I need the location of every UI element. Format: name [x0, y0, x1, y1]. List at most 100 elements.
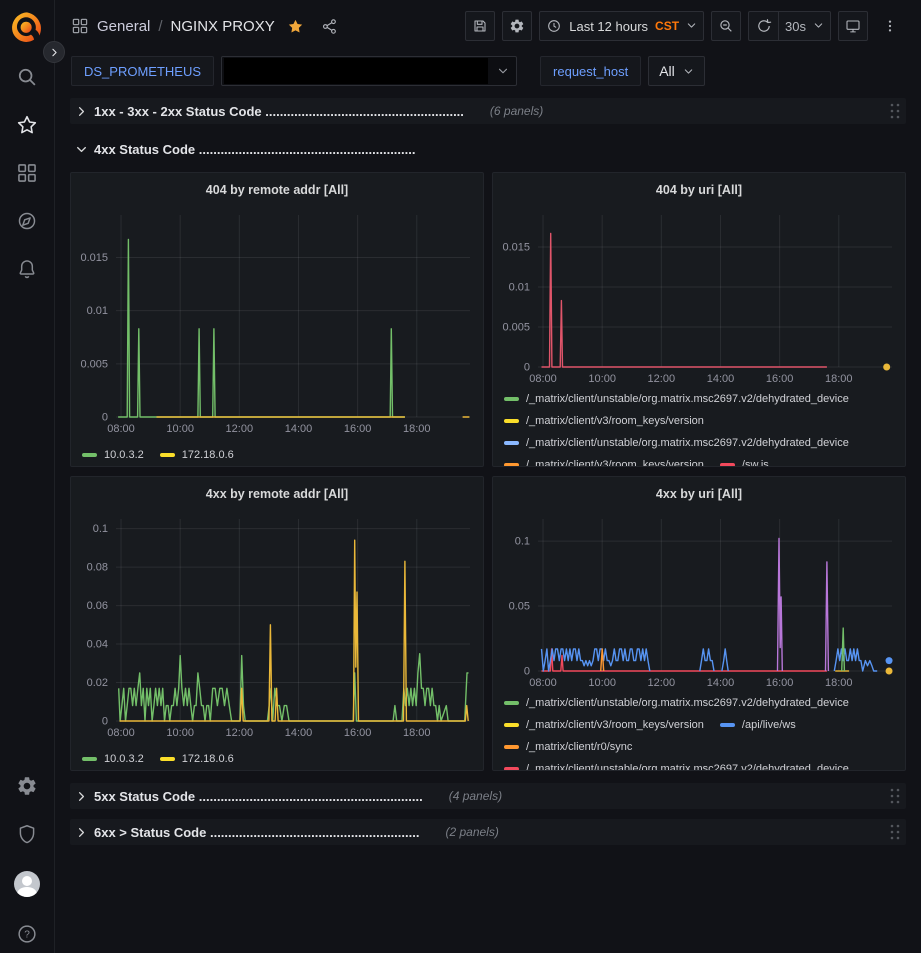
- time-range-label: Last 12 hours: [569, 18, 649, 34]
- redacted-value: [224, 58, 489, 84]
- more-options-button[interactable]: [875, 11, 905, 41]
- legend-item[interactable]: 10.0.3.2: [82, 751, 144, 767]
- request-host-value: All: [659, 63, 675, 79]
- sidebar-item-help[interactable]: ?: [16, 923, 38, 945]
- legend-item[interactable]: /sw.js: [719, 457, 769, 467]
- refresh-interval-dropdown[interactable]: 30s: [778, 11, 831, 41]
- variable-label-request-host[interactable]: request_host: [540, 56, 642, 86]
- breadcrumb-section[interactable]: General: [97, 17, 151, 35]
- sidebar-item-configuration[interactable]: [16, 775, 38, 797]
- sidebar-item-search[interactable]: [16, 66, 38, 88]
- panel-grid: 404 by remote addr [All] 08:00 10:00 12:00…: [70, 172, 906, 771]
- save-dashboard-button[interactable]: [465, 11, 496, 41]
- row-title: 6xx > Status Code ......................…: [94, 824, 420, 840]
- chevron-down-icon: [813, 19, 824, 34]
- share-icon[interactable]: [321, 17, 339, 35]
- user-avatar[interactable]: [14, 871, 40, 897]
- legend-item[interactable]: /_matrix/client/unstable/org.matrix.msc2…: [504, 391, 849, 407]
- legend-item[interactable]: /_matrix/client/r0/sync: [504, 739, 632, 755]
- time-range-picker[interactable]: Last 12 hours CST: [539, 11, 705, 41]
- legend-swatch: [504, 745, 519, 749]
- row-drag-handle[interactable]: [889, 787, 901, 805]
- breadcrumb-separator: /: [158, 17, 163, 35]
- legend-swatch: [82, 453, 97, 457]
- sidebar-item-alerting[interactable]: [16, 258, 38, 280]
- cycle-view-mode-button[interactable]: [838, 11, 868, 41]
- row-panel-count: (2 panels): [445, 825, 499, 839]
- panel-title[interactable]: 404 by uri [All]: [655, 183, 743, 197]
- svg-text:18:00: 18:00: [403, 423, 431, 435]
- ds-prometheus-value-select[interactable]: [221, 56, 518, 86]
- compass-icon: [18, 212, 36, 230]
- legend-item[interactable]: /api/live/ws: [719, 717, 796, 733]
- sidebar-item-dashboards[interactable]: [16, 162, 38, 184]
- search-icon: [18, 68, 36, 86]
- panel-title[interactable]: 4xx by uri [All]: [655, 487, 743, 501]
- chart-canvas[interactable]: 08:00 10:00 12:00 14:00 16:00 18:00 0 0.005 0.01…: [496, 207, 902, 387]
- legend-item[interactable]: /_matrix/client/unstable/org.matrix.msc2…: [504, 435, 849, 451]
- panel-legend: /_matrix/client/unstable/org.matrix.msc2…: [496, 695, 902, 770]
- dashboard-settings-button[interactable]: [502, 11, 533, 41]
- chevron-right-icon: [75, 789, 89, 803]
- legend-label: /_matrix/client/unstable/org.matrix.msc2…: [526, 437, 849, 449]
- expand-sidebar-button[interactable]: [43, 41, 65, 63]
- legend-item[interactable]: /_matrix/client/v3/room_keys/version: [504, 413, 704, 429]
- row-header-4xx[interactable]: 4xx Status Code ........................…: [70, 136, 906, 162]
- breadcrumb: General / NGINX PROXY: [71, 17, 339, 35]
- sidebar-item-starred[interactable]: [16, 114, 38, 136]
- legend-swatch: [504, 767, 519, 770]
- legend-swatch: [82, 757, 97, 761]
- svg-text:0.06: 0.06: [87, 600, 108, 612]
- legend-item[interactable]: /_matrix/client/unstable/org.matrix.msc2…: [504, 695, 849, 711]
- svg-text:0.005: 0.005: [502, 322, 530, 334]
- refresh-button[interactable]: [748, 11, 779, 41]
- svg-text:14:00: 14:00: [707, 373, 735, 385]
- svg-text:0.04: 0.04: [87, 639, 108, 651]
- zoom-out-button[interactable]: [711, 11, 742, 41]
- grafana-logo[interactable]: [10, 10, 44, 44]
- chevron-down-icon: [686, 19, 697, 34]
- legend-item[interactable]: 172.18.0.6: [159, 751, 234, 767]
- panel-legend: 10.0.3.2 172.18.0.6: [74, 447, 480, 463]
- favorite-star-icon[interactable]: [287, 17, 305, 35]
- legend-label: /_matrix/client/v3/room_keys/version: [526, 719, 704, 731]
- panel-title[interactable]: 404 by remote addr [All]: [205, 183, 349, 197]
- legend-swatch: [719, 723, 735, 727]
- chart-canvas[interactable]: 08:00 10:00 12:00 14:00 16:00 18:00 0 0.05 0.1: [496, 511, 902, 691]
- legend-label: 10.0.3.2: [104, 753, 144, 765]
- row-header-1xx-3xx-2xx[interactable]: 1xx - 3xx - 2xx Status Code ............…: [70, 98, 906, 124]
- legend-label: /sw.js: [741, 459, 769, 467]
- refresh-icon: [757, 19, 771, 32]
- legend-swatch: [504, 723, 519, 727]
- legend-item[interactable]: /_matrix/client/v3/room_keys/version: [504, 457, 704, 466]
- chart-canvas[interactable]: 08:00 10:00 12:00 14:00 16:00 18:00 0 0.005 0.01…: [74, 207, 480, 437]
- legend-item[interactable]: 10.0.3.2: [82, 447, 144, 463]
- chart-canvas[interactable]: 08:00 10:00 12:00 14:00 16:00 18:00 0 0.02 0.04 0…: [74, 511, 480, 741]
- variable-label-ds-prometheus[interactable]: DS_PROMETHEUS: [71, 56, 215, 86]
- legend-swatch: [159, 453, 175, 457]
- svg-text:0.01: 0.01: [509, 282, 530, 294]
- legend-label: 172.18.0.6: [181, 449, 234, 461]
- legend-item[interactable]: /_matrix/client/v3/room_keys/version: [504, 717, 704, 733]
- legend-swatch: [504, 419, 519, 423]
- legend-label: /_matrix/client/v3/room_keys/version: [526, 415, 704, 427]
- toolbar-actions: Last 12 hours CST 30s: [465, 11, 905, 41]
- row-header-5xx[interactable]: 5xx Status Code ........................…: [70, 783, 906, 809]
- row-header-6xx[interactable]: 6xx > Status Code ......................…: [70, 819, 906, 845]
- panel-title[interactable]: 4xx by remote addr [All]: [205, 487, 349, 501]
- sidebar-item-server-admin[interactable]: [16, 823, 38, 845]
- dashboard-title[interactable]: NGINX PROXY: [170, 17, 275, 35]
- svg-text:16:00: 16:00: [766, 677, 794, 689]
- svg-text:18:00: 18:00: [825, 677, 853, 689]
- row-drag-handle[interactable]: [889, 823, 901, 841]
- legend-item[interactable]: /_matrix/client/unstable/org.matrix.msc2…: [504, 761, 849, 770]
- row-drag-handle[interactable]: [889, 102, 901, 120]
- request-host-value-select[interactable]: All: [648, 56, 705, 86]
- legend-label: /api/live/ws: [741, 719, 796, 731]
- clock-icon: [548, 20, 561, 32]
- dashboard-header: General / NGINX PROXY Last 12 hours CST …: [55, 0, 921, 52]
- chevron-right-icon: [51, 48, 57, 56]
- legend-swatch: [504, 397, 519, 401]
- sidebar-item-explore[interactable]: [16, 210, 38, 232]
- legend-item[interactable]: 172.18.0.6: [159, 447, 234, 463]
